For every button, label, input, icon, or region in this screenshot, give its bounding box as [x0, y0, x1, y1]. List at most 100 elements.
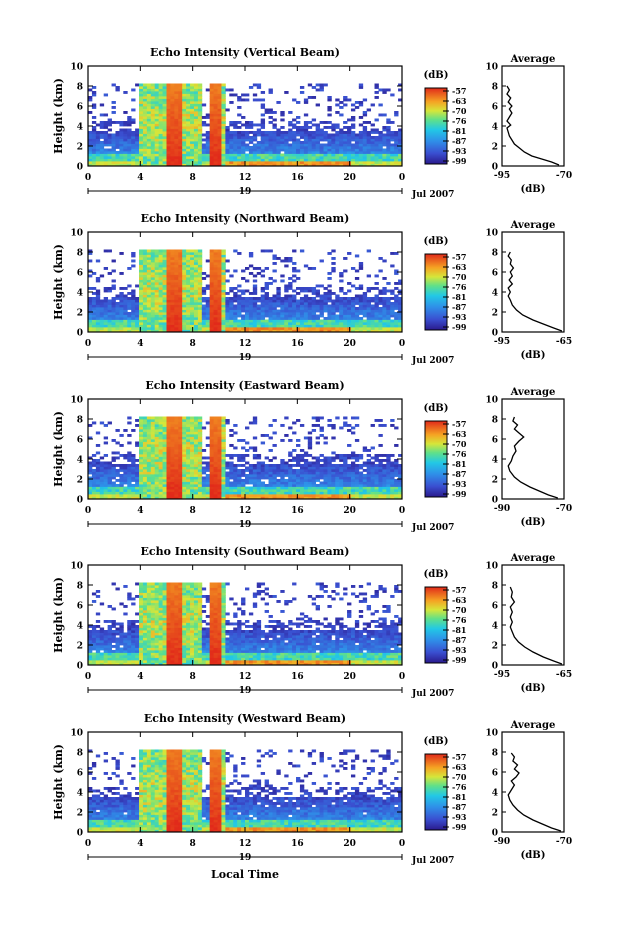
heatmap-cell [193, 429, 199, 432]
heatmap-cell [103, 319, 109, 323]
heatmap-cell [150, 491, 156, 495]
heatmap-cell [331, 257, 336, 260]
heatmap-cell [378, 299, 383, 303]
heatmap-cell [323, 309, 328, 313]
heatmap-cell [209, 148, 214, 152]
heatmap-cell [142, 312, 148, 315]
heatmap-cell [193, 277, 199, 280]
heatmap-cell [288, 481, 293, 485]
heatmap-cell [343, 319, 348, 323]
heatmap-cell [193, 317, 199, 320]
heatmap-cell [386, 151, 391, 154]
heatmap-cell [166, 416, 171, 420]
heatmap-cell [237, 153, 242, 157]
heatmap-cell [182, 113, 187, 117]
heatmap-cell [119, 479, 124, 482]
heatmap-cell [217, 108, 222, 112]
heatmap-cell [370, 297, 375, 300]
heatmap-cell [146, 327, 152, 330]
heatmap-cell [209, 424, 214, 427]
heatmap-cell [158, 496, 163, 500]
heatmap-cell [225, 292, 230, 295]
heatmap-cell [186, 287, 191, 290]
heatmap-cell [103, 324, 109, 328]
heatmap-cell [213, 464, 218, 467]
heatmap-cell [205, 297, 211, 300]
heatmap-cell [319, 496, 324, 500]
heatmap-cell [103, 461, 109, 465]
heatmap-cell [256, 86, 262, 89]
heatmap-cell [182, 257, 187, 260]
heatmap-cell [382, 319, 387, 323]
heatmap-cell [146, 151, 152, 154]
heatmap-cell [241, 319, 246, 323]
heatmap-cell [95, 289, 101, 293]
heatmap-cell [288, 153, 293, 157]
heatmap-cell [209, 469, 214, 472]
heatmap-cell [88, 307, 93, 310]
heatmap-cell [264, 163, 269, 167]
heatmap-cell [174, 429, 179, 432]
heatmap-cell [190, 272, 195, 275]
heatmap-cell [256, 297, 262, 300]
heatmap-cell [193, 116, 199, 119]
heatmap-cell [217, 461, 222, 465]
heatmap-cell [186, 481, 191, 485]
heatmap-cell [131, 476, 136, 480]
heatmap-cell [225, 138, 230, 142]
heatmap-cell [154, 461, 160, 465]
heatmap-cell [217, 267, 222, 270]
heatmap-cell [386, 146, 391, 149]
heatmap-cell [366, 299, 372, 303]
heatmap-cell [319, 297, 324, 300]
heatmap-cell [209, 252, 214, 255]
heatmap-cell [107, 141, 112, 144]
heatmap-cell [221, 101, 226, 104]
heatmap-cell [296, 489, 301, 492]
heatmap-cell [209, 277, 214, 280]
heatmap-cell [319, 309, 324, 313]
heatmap-cell [205, 161, 211, 164]
heatmap-cell [197, 416, 203, 420]
heatmap-cell [394, 329, 399, 333]
heatmap-cell [174, 148, 179, 152]
heatmap-cell [225, 419, 230, 422]
heatmap-cell [390, 93, 395, 97]
heatmap-cell [339, 329, 344, 333]
heatmap-cell [193, 111, 199, 114]
heatmap-cell [343, 327, 348, 330]
heatmap-cell [158, 123, 163, 127]
heatmap-cell [284, 259, 289, 263]
heatmap-cell [374, 143, 379, 147]
heatmap-cell [174, 461, 179, 465]
heatmap-cell [284, 309, 289, 313]
heatmap-cell [260, 466, 266, 470]
heatmap-cell [233, 312, 238, 315]
heatmap-cell [186, 449, 191, 452]
heatmap-cell [88, 494, 93, 497]
heatmap-cell [221, 496, 226, 500]
heatmap-cell [292, 143, 297, 147]
heatmap-cell [292, 299, 297, 303]
heatmap-cell [205, 322, 211, 325]
heatmap-cell [248, 319, 254, 323]
heatmap-cell [209, 454, 214, 457]
heatmap-cell [264, 434, 269, 437]
heatmap-cell [299, 141, 305, 144]
heatmap-cell [150, 312, 156, 315]
heatmap-cell [213, 93, 218, 97]
heatmap-cell [284, 151, 289, 154]
heatmap-cell [213, 444, 218, 447]
heatmap-cell [398, 131, 403, 134]
heatmap-cell [319, 86, 324, 89]
heatmap-cell [241, 161, 246, 164]
heatmap-cell [193, 156, 199, 159]
heatmap-cell [142, 466, 148, 470]
heatmap-cell [182, 451, 187, 455]
heatmap-cell [135, 309, 140, 313]
heatmap-cell [252, 274, 258, 278]
heatmap-cell [225, 309, 230, 313]
heatmap-cell [146, 491, 152, 495]
heatmap-cell [131, 461, 136, 465]
heatmap-cell [209, 441, 214, 445]
